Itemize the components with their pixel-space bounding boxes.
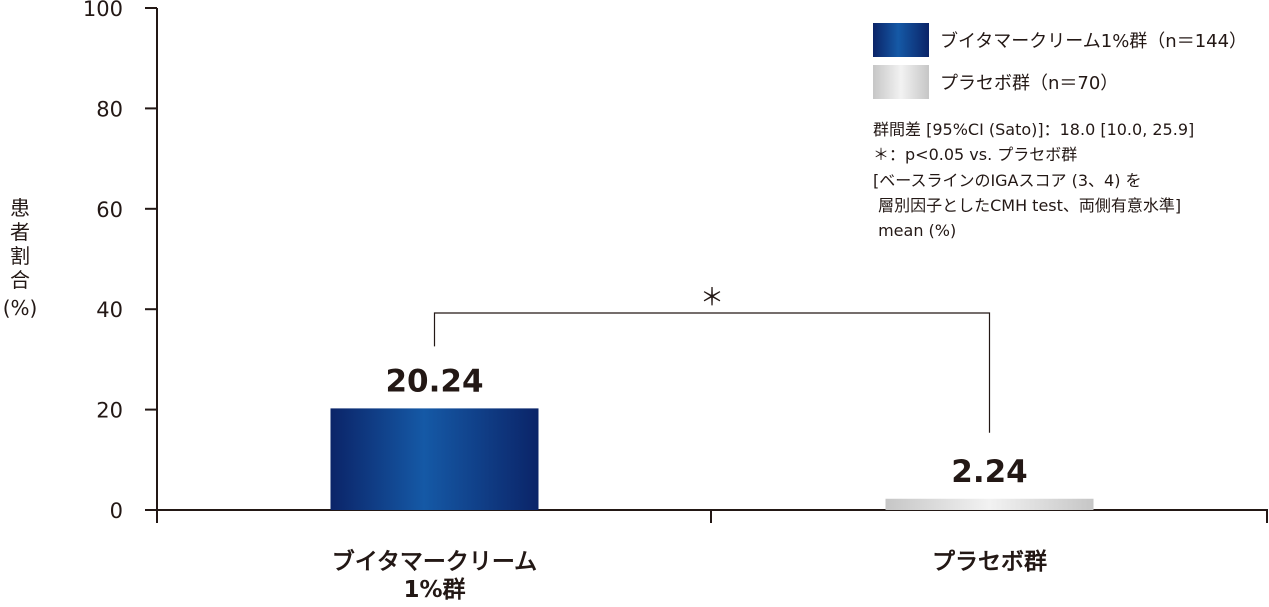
legend-label-active: ブイタマークリーム1%群（n＝144） xyxy=(940,30,1247,52)
bar xyxy=(885,498,1094,510)
legend: ブイタマークリーム1%群（n＝144） プラセボ群（n＝70） xyxy=(873,23,1247,99)
ylabel-unit: (%) xyxy=(3,296,38,320)
category-label: 1%群 xyxy=(403,576,465,603)
bracket-line xyxy=(433,312,991,433)
y-tick-label: 20 xyxy=(96,399,123,423)
bar-value-label: 2.24 xyxy=(951,454,1028,490)
y-tick-label: 40 xyxy=(96,298,123,322)
legend-swatch-placebo xyxy=(873,65,929,99)
y-axis-label: 患 者 割 合 (%) xyxy=(3,196,38,320)
y-axis-ticks: 0 20 40 60 80 100 xyxy=(83,0,157,523)
legend-swatch-active xyxy=(873,23,929,57)
bar xyxy=(330,408,539,510)
y-tick-label: 100 xyxy=(83,0,123,21)
y-tick-label: 60 xyxy=(96,198,123,222)
note-line-1: 群間差 [95%CI (Sato)]：18.0 [10.0, 25.9] xyxy=(873,120,1194,139)
note-line-2: ＊：p<0.05 vs. プラセボ群 xyxy=(873,145,1077,164)
note-line-3: [ベースラインのIGAスコア (3、4) を xyxy=(873,171,1142,190)
ylabel-char-3: 割 xyxy=(10,244,30,268)
ylabel-char-1: 患 xyxy=(10,196,30,220)
bars xyxy=(330,408,1094,510)
significance-bracket: ＊ xyxy=(433,283,991,433)
footnotes: 群間差 [95%CI (Sato)]：18.0 [10.0, 25.9] ＊：p… xyxy=(873,120,1194,240)
ylabel-char-2: 者 xyxy=(10,220,30,244)
value-labels: 20.24 2.24 xyxy=(385,363,1027,489)
legend-label-placebo: プラセボ群（n＝70） xyxy=(940,73,1118,94)
category-labels: ブイタマークリーム1%群 プラセボ群 xyxy=(332,548,1047,603)
bar-value-label: 20.24 xyxy=(385,363,483,399)
note-line-5: mean (%) xyxy=(873,221,956,240)
y-tick-label: 80 xyxy=(96,97,123,121)
category-label: プラセボ群 xyxy=(932,548,1047,575)
category-label: ブイタマークリーム xyxy=(332,548,537,575)
note-line-4: 層別因子としたCMH test、両側有意水準] xyxy=(873,196,1181,215)
ylabel-char-4: 合 xyxy=(10,268,30,292)
significance-marker: ＊ xyxy=(700,283,724,311)
y-tick-label: 0 xyxy=(110,499,123,523)
